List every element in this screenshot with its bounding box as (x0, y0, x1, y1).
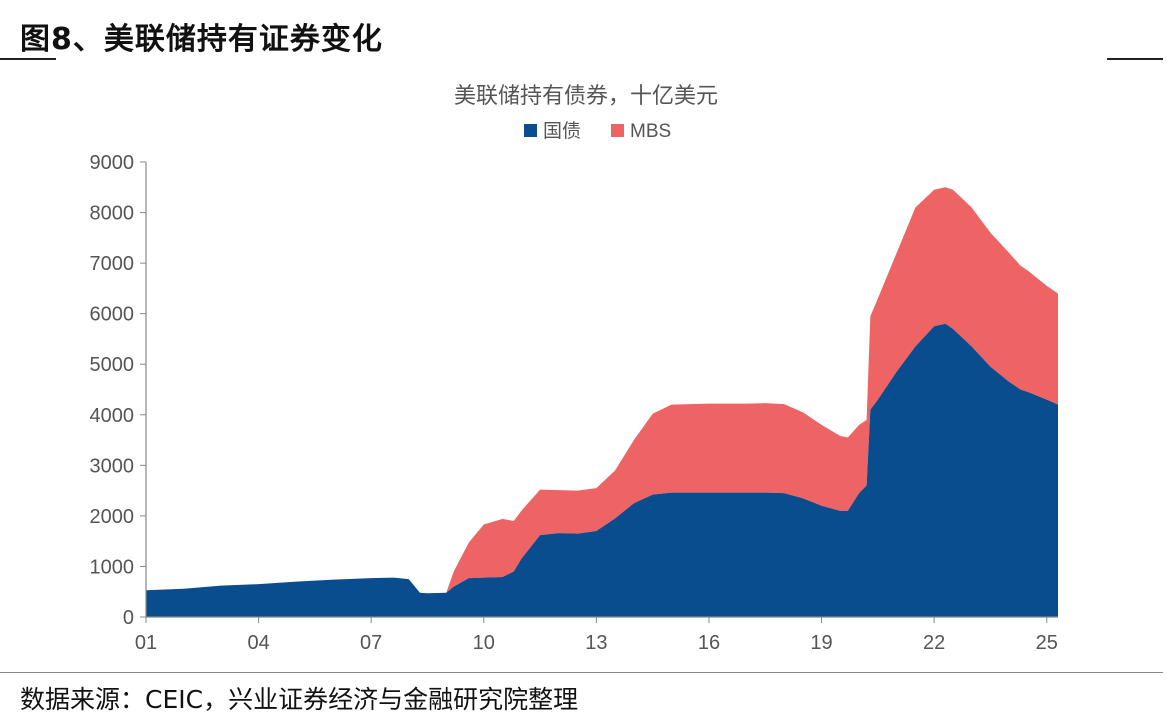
y-tick-label: 2000 (90, 506, 135, 528)
title-rule-left (0, 58, 56, 60)
x-tick-label: 10 (473, 632, 495, 654)
y-tick-label: 4000 (90, 405, 135, 427)
x-tick-label: 22 (923, 632, 945, 654)
chart-title: 美联储持有债券，十亿美元 (454, 83, 718, 108)
y-tick-label: 7000 (90, 253, 135, 275)
y-tick-label: 9000 (90, 152, 135, 174)
legend-label-mbs: MBS (630, 121, 671, 142)
y-tick-label: 1000 (90, 556, 135, 578)
y-tick-label: 8000 (90, 203, 135, 225)
x-tick-label: 25 (1036, 632, 1058, 654)
source-note: 数据来源：CEIC，兴业证券经济与金融研究院整理 (20, 685, 579, 714)
legend-swatch-mbs (611, 124, 624, 137)
y-tick-label: 3000 (90, 455, 135, 477)
x-tick-label: 13 (585, 632, 607, 654)
area-chart: 美联储持有债券，十亿美元 国债 MBS 0 1000 2000 3000 4000 500… (90, 83, 1058, 654)
figure-title: 图8、美联储持有证券变化 (20, 22, 383, 57)
title-rule-right (1107, 58, 1163, 60)
source-rule (0, 672, 1163, 673)
x-tick-label: 19 (810, 632, 832, 654)
axes: 0 1000 2000 3000 4000 5000 6000 7000 8000 9000 01 0… (90, 152, 1058, 654)
x-tick-label: 07 (360, 632, 382, 654)
series-area-treasury (146, 323, 1058, 617)
y-tick-label: 6000 (90, 304, 135, 326)
y-tick-label: 0 (123, 607, 134, 629)
x-tick-label: 16 (698, 632, 720, 654)
x-tick-label: 01 (135, 632, 157, 654)
legend: 国债 MBS (524, 120, 671, 142)
plot-area (146, 187, 1058, 617)
series-area-mbs (146, 187, 1058, 594)
x-tick-label: 04 (247, 632, 269, 654)
legend-label-treasury: 国债 (543, 120, 581, 142)
y-tick-label: 5000 (90, 354, 135, 376)
legend-swatch-treasury (524, 124, 537, 137)
